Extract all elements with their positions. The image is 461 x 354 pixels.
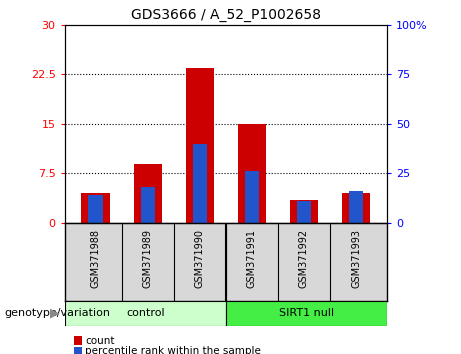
Bar xyxy=(349,191,363,223)
Text: genotype/variation: genotype/variation xyxy=(5,308,111,318)
Bar xyxy=(290,200,318,223)
Bar xyxy=(226,301,387,326)
Bar xyxy=(141,187,155,223)
Bar xyxy=(134,164,162,223)
Bar xyxy=(65,301,226,326)
Bar xyxy=(193,144,207,223)
Bar xyxy=(82,193,110,223)
Text: GSM371991: GSM371991 xyxy=(247,229,257,288)
Text: ▶: ▶ xyxy=(50,307,60,320)
Bar xyxy=(185,68,214,223)
Text: control: control xyxy=(126,308,165,318)
Bar xyxy=(297,201,311,223)
Title: GDS3666 / A_52_P1002658: GDS3666 / A_52_P1002658 xyxy=(131,8,321,22)
Text: GSM371990: GSM371990 xyxy=(195,229,205,288)
Text: count: count xyxy=(85,336,115,346)
Bar xyxy=(245,171,259,223)
Bar xyxy=(237,124,266,223)
Bar xyxy=(89,195,103,223)
Text: percentile rank within the sample: percentile rank within the sample xyxy=(85,346,261,354)
Bar xyxy=(342,193,370,223)
Text: GSM371992: GSM371992 xyxy=(299,229,309,289)
Text: GSM371989: GSM371989 xyxy=(143,229,153,288)
Text: SIRT1 null: SIRT1 null xyxy=(279,308,334,318)
Text: GSM371988: GSM371988 xyxy=(91,229,101,288)
Text: GSM371993: GSM371993 xyxy=(351,229,361,288)
